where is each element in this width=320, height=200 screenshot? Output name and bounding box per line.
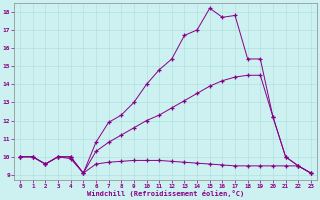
X-axis label: Windchill (Refroidissement éolien,°C): Windchill (Refroidissement éolien,°C) — [87, 190, 244, 197]
